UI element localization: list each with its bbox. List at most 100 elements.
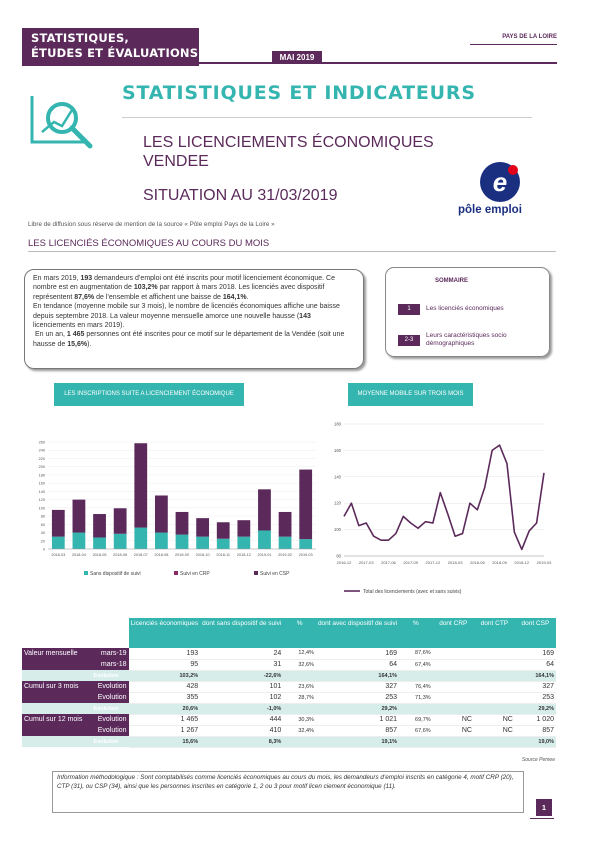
- table-cell: 67,6%: [399, 725, 433, 737]
- line-chart-title: MOYENNE MOBILE SUR TROIS MOIS: [348, 383, 473, 406]
- row-sublabel: Evolution: [91, 670, 129, 681]
- intro-text-box: En mars 2019, 193 demandeurs d’emploi on…: [24, 269, 364, 369]
- summary-item-link[interactable]: Leurs caractéristiques socio démographiq…: [426, 332, 507, 347]
- legend-swatch: [84, 571, 88, 575]
- bar-segment: [72, 532, 86, 549]
- y-tick-label: 160: [334, 448, 342, 453]
- table-cell: [432, 648, 474, 660]
- column-header: %: [283, 618, 316, 648]
- x-tick-label: 2019-03: [299, 553, 313, 557]
- y-tick-label: 180: [334, 422, 342, 427]
- table-cell: 164,1%: [315, 670, 400, 682]
- summary-page-number: 1: [398, 304, 420, 315]
- table-cell: 28,7%: [283, 692, 316, 704]
- table-cell: [473, 736, 515, 748]
- bar-segment: [299, 539, 313, 549]
- table-cell: [432, 681, 474, 693]
- table-cell: [473, 703, 515, 715]
- bar-segment: [134, 527, 148, 549]
- table-cell: 29,2%: [315, 703, 400, 715]
- table-cell: 69,7%: [399, 714, 433, 726]
- intro-text: licenciements en mars 2019).: [33, 322, 125, 330]
- column-header: dont sans dispositif de suivi: [200, 618, 284, 648]
- table-cell: 857: [514, 725, 556, 737]
- table-cell: 24: [200, 648, 284, 660]
- table-cell: [473, 681, 515, 693]
- intro-value: 1 465: [66, 331, 85, 339]
- table-cell: 410: [200, 725, 284, 737]
- table-cell: 23,6%: [283, 681, 316, 693]
- row-label: [22, 725, 92, 736]
- x-tick-label: 2019-02: [278, 553, 292, 557]
- table-cell: [283, 670, 316, 682]
- bar-segment: [175, 511, 189, 535]
- logo-letter: e: [493, 167, 507, 197]
- row-label: Cumul sur 12 mois: [22, 714, 92, 725]
- intro-text: personnes ont été inscrites pour ce moti…: [33, 331, 345, 348]
- title-rule: [122, 117, 532, 118]
- table-row: mars-18 95 31 32,6% 64 67,4% 64: [22, 659, 556, 671]
- intro-text: de l’ensemble et affichent une baisse de: [94, 293, 221, 301]
- y-tick-label: 240: [39, 449, 45, 453]
- legend-label: Suivi en CRP: [180, 571, 210, 577]
- bar-segment: [237, 520, 251, 537]
- table-cell: 71,3%: [399, 692, 433, 704]
- x-tick-label: 2018-12: [514, 560, 529, 565]
- bar-segment: [154, 495, 168, 533]
- intro-text: demandeurs d’emploi ont été inscrits pou…: [33, 275, 335, 292]
- x-tick-label: 2016-12: [337, 560, 352, 565]
- x-tick-label: 2018-07: [134, 553, 148, 557]
- series-banner: STATISTIQUES, ÉTUDES ET ÉVALUATIONS: [22, 28, 199, 66]
- summary-title: SOMMAIRE: [435, 278, 468, 284]
- legend-label: Sans dispositif de suivi: [90, 571, 141, 577]
- magnifier-chart-icon: [30, 96, 93, 149]
- table-cell: 103,2%: [128, 670, 201, 682]
- legend-swatch: [254, 571, 258, 575]
- intro-text: .: [246, 293, 249, 301]
- table-cell: [432, 692, 474, 704]
- bar-segment: [93, 514, 106, 538]
- table-cell: [473, 648, 515, 660]
- y-tick-label: 200: [39, 465, 45, 469]
- publication-date: MAI 2019: [272, 51, 322, 64]
- table-cell: [432, 736, 474, 748]
- y-tick-label: 220: [39, 457, 45, 461]
- intro-text: En mars 2019,: [33, 275, 79, 282]
- bar-segment: [175, 534, 189, 549]
- row-sublabel: mars-18: [91, 659, 129, 670]
- row-label: [22, 659, 92, 670]
- y-tick-label: 80: [336, 554, 341, 559]
- column-header: dont CRP: [432, 618, 474, 648]
- intro-text: ).: [87, 340, 92, 348]
- bar-chart: 0 20 40 60 80 100 120 140 160 180 200 220 240 260 2018…: [39, 441, 316, 577]
- subtitle-line1: LES LICENCIEMENTS ÉCONOMIQUES: [143, 134, 434, 151]
- bar-segment: [216, 522, 230, 539]
- row-label: [22, 670, 92, 681]
- bar-segment: [196, 518, 210, 537]
- table-header-row: Licenciés économiques dont sans disposit…: [22, 618, 556, 648]
- table-row: Cumul sur 3 mois Evolution 428 101 23,6% 327 7…: [22, 681, 556, 693]
- x-tick-label: 2018-05: [93, 553, 107, 557]
- column-header: Licenciés économiques: [128, 618, 201, 648]
- y-tick-label: 100: [334, 527, 342, 532]
- summary-item-link[interactable]: Les licenciés économiques: [426, 305, 504, 312]
- report-subtitle: LES LICENCIEMENTS ÉCONOMIQUES VENDEE: [143, 133, 483, 171]
- column-header: %: [399, 618, 433, 648]
- y-tick-label: 140: [334, 474, 342, 479]
- methodology-text: Sont comptabilisés comme licenciés écono…: [57, 774, 514, 790]
- bar-segment: [278, 511, 292, 537]
- intro-value: 87,6%: [74, 293, 95, 301]
- x-tick-label: 2018-03: [448, 560, 463, 565]
- summary-page-number: 2-3: [398, 335, 420, 346]
- bar-segment: [134, 443, 148, 528]
- table-cell: 169: [315, 648, 400, 660]
- y-tick-label: 160: [39, 482, 45, 486]
- table-cell: [473, 659, 515, 671]
- x-tick-label: 2018-09: [175, 553, 189, 557]
- page-number: 1: [536, 799, 552, 816]
- intro-value: 193: [80, 275, 93, 282]
- bar-segment: [299, 469, 313, 540]
- bar-segment: [237, 536, 251, 549]
- region-label: PAYS DE LA LOIRE: [502, 34, 557, 40]
- row-label: [22, 692, 92, 703]
